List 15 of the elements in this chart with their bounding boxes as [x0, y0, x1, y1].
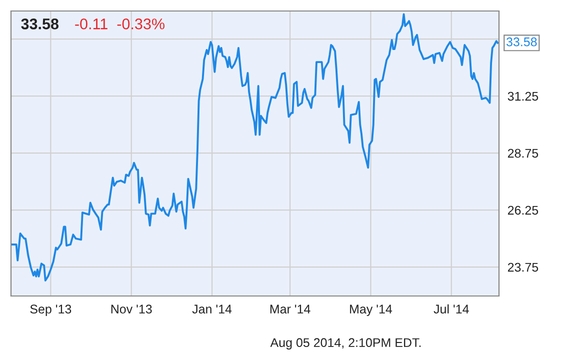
- x-tick-label: Jan '14: [192, 304, 232, 314]
- y-tick-label: 28.75: [508, 148, 538, 158]
- annotation: 33.58: [506, 37, 537, 46]
- y-tick-label: 23.75: [508, 262, 538, 272]
- x-tick-label: Mar '14: [270, 304, 310, 314]
- y-tick-label: 31.25: [508, 92, 538, 101]
- chart-title: 33.58: [21, 18, 59, 30]
- x-tick-label: Nov '13: [111, 304, 152, 314]
- line-series: [11, 13, 499, 282]
- x-tick-label: May '14: [350, 304, 392, 316]
- y-tick-label: 26.25: [508, 206, 538, 215]
- x-tick-label: Jul '14: [434, 304, 469, 314]
- chart-subtitle: -0.11 -0.33%: [75, 18, 164, 30]
- text: Aug 05 2014, 2:10PM EDT.: [270, 338, 421, 350]
- x-tick-label: Sep '13: [30, 304, 72, 316]
